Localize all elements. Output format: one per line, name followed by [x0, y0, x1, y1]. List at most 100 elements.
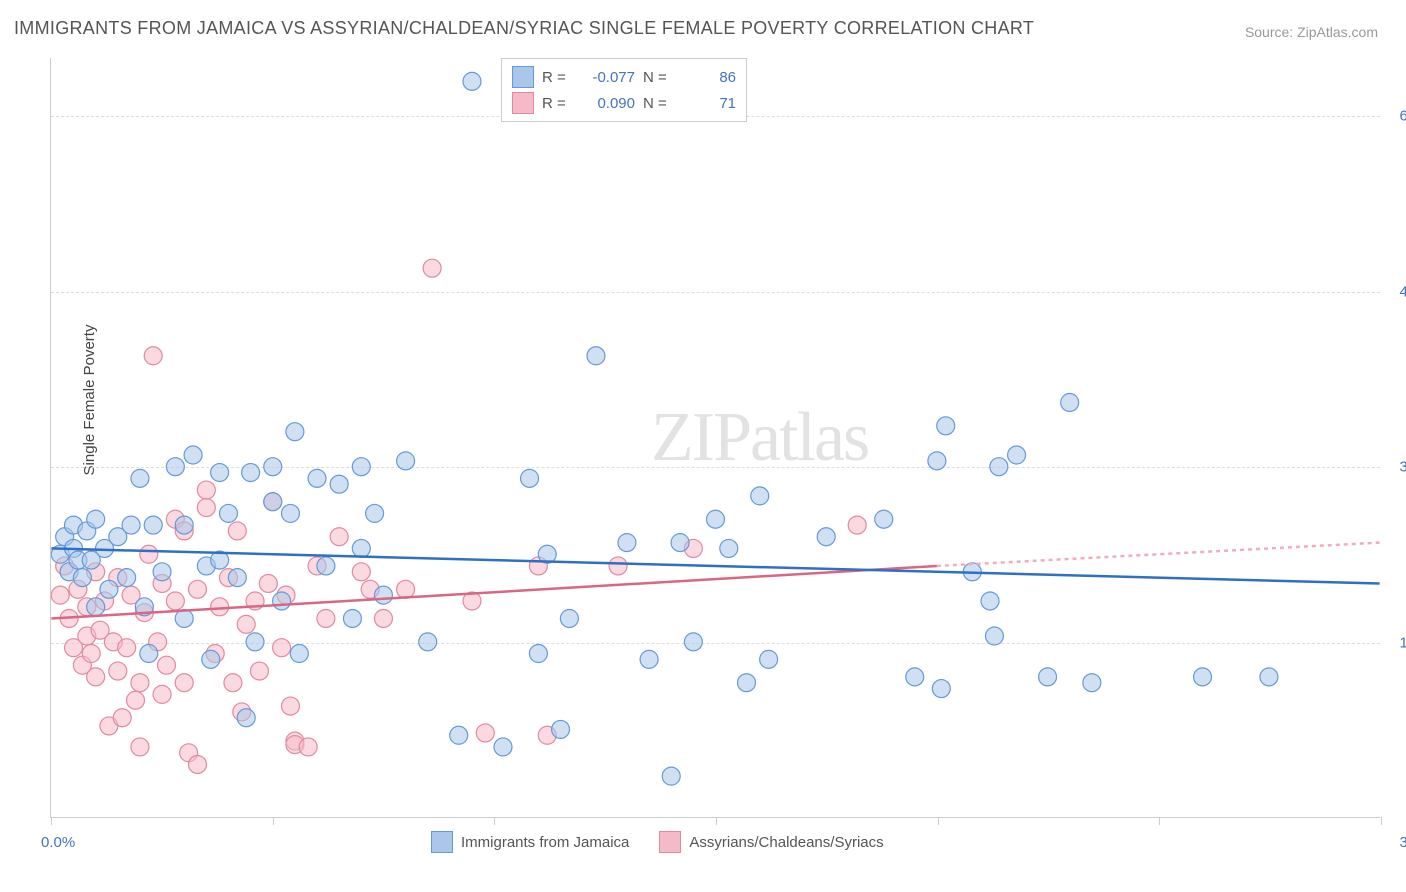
data-point	[352, 563, 370, 581]
data-point	[237, 709, 255, 727]
data-point	[219, 504, 237, 522]
data-point	[476, 724, 494, 742]
data-point	[166, 458, 184, 476]
n-value-jamaica: 86	[681, 69, 736, 86]
data-point	[264, 493, 282, 511]
data-point	[73, 569, 91, 587]
data-point	[419, 633, 437, 651]
data-point	[87, 598, 105, 616]
y-tick-label: 15.0%	[1399, 634, 1406, 651]
data-point	[397, 580, 415, 598]
data-point	[317, 557, 335, 575]
data-point	[317, 610, 335, 628]
data-point	[131, 674, 149, 692]
data-point	[875, 510, 893, 528]
data-point	[928, 452, 946, 470]
x-tick-mark	[938, 817, 939, 825]
x-axis-max-label: 30.0%	[1399, 834, 1406, 851]
data-point	[290, 645, 308, 663]
data-point	[87, 668, 105, 686]
data-point	[330, 528, 348, 546]
data-point	[720, 539, 738, 557]
data-point	[175, 674, 193, 692]
r-label: R =	[542, 69, 572, 86]
legend-stats-row-assyrian: R = 0.090 N = 71	[512, 90, 736, 116]
data-point	[751, 487, 769, 505]
data-point	[237, 615, 255, 633]
x-tick-mark	[1159, 817, 1160, 825]
data-point	[423, 259, 441, 277]
data-point	[848, 516, 866, 534]
data-point	[1061, 393, 1079, 411]
data-point	[127, 691, 145, 709]
data-point	[224, 674, 242, 692]
data-point	[131, 738, 149, 756]
r-value-assyrian: 0.090	[580, 95, 635, 112]
data-point	[343, 610, 361, 628]
data-point	[587, 347, 605, 365]
data-point	[166, 592, 184, 610]
data-point	[521, 469, 539, 487]
data-point	[153, 685, 171, 703]
legend-label-jamaica: Immigrants from Jamaica	[461, 834, 629, 851]
data-point	[560, 610, 578, 628]
data-point	[352, 539, 370, 557]
data-point	[308, 469, 326, 487]
data-point	[246, 633, 264, 651]
r-value-jamaica: -0.077	[580, 69, 635, 86]
data-point	[228, 522, 246, 540]
data-point	[211, 464, 229, 482]
scatter-plot-svg	[51, 58, 1380, 817]
data-point	[202, 650, 220, 668]
data-point	[286, 423, 304, 441]
data-point	[228, 569, 246, 587]
data-point	[158, 656, 176, 674]
data-point	[51, 586, 69, 604]
source-attribution: Source: ZipAtlas.com	[1245, 24, 1378, 40]
data-point	[1039, 668, 1057, 686]
x-tick-mark	[273, 817, 274, 825]
n-label: N =	[643, 95, 673, 112]
x-axis-min-label: 0.0%	[41, 834, 75, 851]
data-point	[153, 563, 171, 581]
data-point	[100, 580, 118, 598]
legend-item-assyrian: Assyrians/Chaldeans/Syriacs	[659, 831, 883, 853]
y-tick-label: 45.0%	[1399, 283, 1406, 300]
data-point	[609, 557, 627, 575]
trend-line	[937, 543, 1380, 566]
legend-series-box: Immigrants from Jamaica Assyrians/Chalde…	[431, 831, 884, 853]
data-point	[184, 446, 202, 464]
data-point	[299, 738, 317, 756]
data-point	[366, 504, 384, 522]
data-point	[463, 72, 481, 90]
data-point	[1194, 668, 1212, 686]
n-label: N =	[643, 69, 673, 86]
data-point	[242, 464, 260, 482]
data-point	[281, 504, 299, 522]
data-point	[273, 639, 291, 657]
n-value-assyrian: 71	[681, 95, 736, 112]
legend-item-jamaica: Immigrants from Jamaica	[431, 831, 629, 853]
data-point	[671, 534, 689, 552]
data-point	[122, 516, 140, 534]
x-tick-mark	[494, 817, 495, 825]
data-point	[211, 598, 229, 616]
legend-swatch-jamaica	[512, 66, 534, 88]
data-point	[87, 510, 105, 528]
legend-stats-row-jamaica: R = -0.077 N = 86	[512, 64, 736, 90]
data-point	[82, 645, 100, 663]
data-point	[197, 499, 215, 517]
x-tick-mark	[1381, 817, 1382, 825]
data-point	[273, 592, 291, 610]
data-point	[330, 475, 348, 493]
data-point	[1008, 446, 1026, 464]
data-point	[684, 633, 702, 651]
data-point	[118, 639, 136, 657]
data-point	[552, 720, 570, 738]
data-point	[109, 662, 127, 680]
data-point	[250, 662, 268, 680]
data-point	[188, 755, 206, 773]
data-point	[144, 516, 162, 534]
data-point	[188, 580, 206, 598]
data-point	[264, 458, 282, 476]
